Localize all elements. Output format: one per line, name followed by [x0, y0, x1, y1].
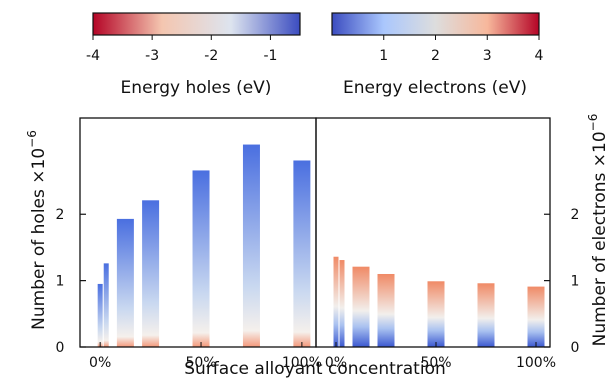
panel-electrons: 0 1 2 0% 50% 100% Number of electrons ×10−6 — [315, 114, 610, 371]
colorbar-holes-tick-label: -2 — [204, 48, 218, 64]
x-tick-label-electrons: 0% — [325, 355, 347, 371]
bar-holes — [192, 170, 210, 347]
y-tick-label-holes: 0 — [56, 340, 65, 356]
bar-electrons — [427, 281, 445, 347]
bar-holes — [293, 160, 311, 347]
bar-holes — [142, 200, 160, 347]
colorbar-electrons-tick-label: 4 — [535, 48, 544, 64]
x-tick-label-holes: 0% — [89, 355, 111, 371]
y-tick-label-electrons: 1 — [571, 274, 580, 290]
x-tick-label-electrons: 50% — [420, 355, 451, 371]
panel-electrons-frame — [315, 117, 551, 348]
colorbar-electrons: 1 2 3 4 Energy electrons (eV) — [331, 12, 544, 98]
colorbar-holes: -4 -3 -2 -1 Energy holes (eV) — [86, 12, 301, 98]
y-axis-label-electrons: Number of electrons ×10−6 — [586, 114, 610, 347]
bar-electrons — [527, 286, 545, 347]
bar-electrons — [333, 256, 339, 347]
colorbar-holes-strip — [92, 12, 301, 36]
x-tick-label-electrons: 100% — [516, 355, 556, 371]
bar-holes — [242, 144, 260, 347]
bar-holes — [103, 263, 109, 347]
x-tick-label-holes: 50% — [185, 355, 216, 371]
colorbar-holes-tick-label: -1 — [263, 48, 277, 64]
bar-electrons — [477, 283, 495, 347]
x-tick-label-holes: 100% — [282, 355, 322, 371]
bar-electrons — [339, 260, 345, 347]
colorbar-electrons-label: Energy electrons (eV) — [343, 78, 527, 98]
bar-holes — [97, 283, 103, 347]
bar-electrons — [377, 273, 395, 347]
y-tick-label-holes: 2 — [56, 207, 65, 223]
colorbar-holes-label: Energy holes (eV) — [121, 78, 272, 98]
y-axis-label-holes: Number of holes ×10−6 — [25, 130, 49, 330]
colorbar-electrons-tick-label: 3 — [483, 48, 492, 64]
y-tick-label-holes: 1 — [56, 274, 65, 290]
bar-electrons — [352, 266, 370, 347]
y-tick-label-electrons: 0 — [571, 340, 580, 356]
colorbar-holes-tick-label: -4 — [86, 48, 100, 64]
y-tick-label-electrons: 2 — [571, 207, 580, 223]
colorbar-electrons-tick-label: 2 — [431, 48, 440, 64]
colorbar-holes-tick-label: -3 — [145, 48, 159, 64]
bar-holes — [116, 218, 134, 347]
colorbar-electrons-tick-label: 1 — [379, 48, 388, 64]
panel-holes: 0 1 2 0% 50% 100% Number of holes ×10−6 — [25, 117, 322, 371]
x-axis-label: Surface alloyant concentration — [184, 359, 446, 379]
colorbar-electrons-strip — [331, 12, 540, 36]
